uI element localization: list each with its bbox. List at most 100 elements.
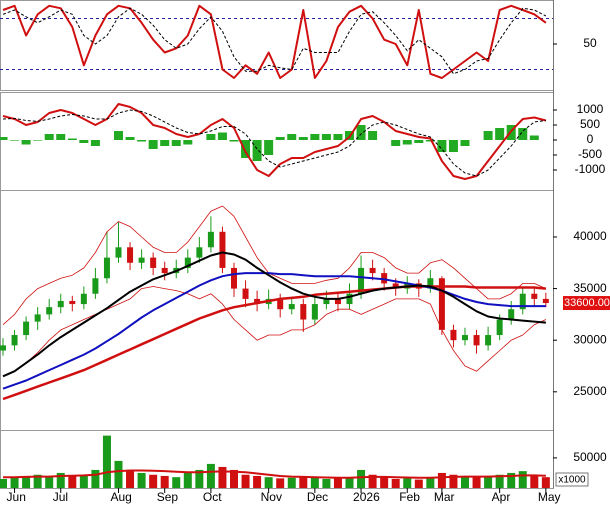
x-tick-label: Dec: [307, 490, 328, 504]
volume-bar: [449, 474, 458, 488]
x-tick-label: Mar: [434, 490, 455, 504]
volume-bar: [114, 460, 123, 488]
histogram-bar: [67, 138, 77, 140]
candle-body: [92, 278, 99, 294]
candle-body: [161, 267, 168, 274]
histogram-bar: [402, 140, 412, 145]
histogram-bar: [148, 140, 158, 149]
x-tick-label: Feb: [399, 490, 420, 504]
volume-bar: [541, 477, 550, 488]
histogram-bar: [125, 137, 135, 140]
candle-body: [369, 267, 376, 274]
y-tick-label: 40000: [573, 229, 607, 243]
y-tick-label: -1000: [575, 162, 606, 176]
histogram-bar: [448, 140, 458, 152]
line-series: [3, 469, 546, 479]
x-tick-label: Aug: [111, 490, 132, 504]
volume-bar: [368, 474, 377, 488]
histogram-bar: [10, 140, 20, 141]
y-tick-label: 35000: [573, 281, 607, 295]
candle-body: [323, 298, 330, 305]
histogram-bar: [114, 131, 123, 140]
candle-body: [231, 267, 237, 289]
candle-body: [46, 307, 53, 315]
x-tick-label: May: [538, 490, 561, 504]
histogram-bar: [529, 135, 539, 140]
volume-bar: [56, 472, 65, 488]
histogram-bar: [414, 140, 424, 143]
candle-body: [358, 267, 365, 294]
line-series: [2, 109, 546, 177]
candle-body: [11, 335, 18, 346]
volume-bar: [299, 475, 308, 488]
y-tick-label: 30000: [573, 332, 607, 346]
candle-body: [184, 257, 191, 268]
volume-bar: [218, 466, 227, 488]
volume-bar: [149, 474, 158, 488]
candle-body: [69, 300, 76, 305]
volume-bar: [22, 475, 31, 488]
x-tick-label: Nov: [261, 490, 282, 504]
volume-bar: [333, 478, 342, 488]
candle-body: [138, 257, 145, 263]
x-tick-label: Oct: [203, 490, 222, 504]
volume-bar: [414, 479, 423, 488]
histogram-bar: [206, 134, 216, 140]
volume-bar: [0, 478, 7, 488]
candle-body: [242, 288, 249, 299]
candle-body: [542, 298, 549, 304]
candle-body: [519, 293, 526, 310]
histogram-bar: [310, 134, 320, 140]
histogram-bar: [425, 140, 435, 142]
histogram-bar: [495, 128, 505, 140]
volume-bar: [507, 472, 516, 488]
volume-bar: [484, 475, 493, 488]
x-tick-label: Apr: [492, 490, 511, 504]
candle-body: [462, 335, 468, 341]
volume-bar: [68, 475, 77, 488]
y-tick-label: 25000: [573, 384, 607, 398]
candle-body: [531, 293, 538, 299]
histogram-bar: [217, 132, 227, 140]
candle-body: [485, 335, 492, 346]
candle-body: [150, 257, 157, 268]
candle-body: [80, 293, 87, 305]
candle-body: [0, 345, 6, 351]
volume-bar: [403, 478, 412, 488]
candle-body: [254, 298, 261, 305]
volume-bar: [79, 474, 88, 488]
y-tick-label: 50000: [573, 450, 607, 464]
volume-bar: [495, 474, 504, 488]
histogram-bar: [252, 140, 262, 161]
candle-body: [277, 298, 284, 310]
volume-bar: [160, 475, 169, 488]
y-tick-label: 0: [587, 132, 594, 146]
volume-bar: [206, 463, 215, 488]
candle-body: [346, 293, 353, 305]
candle-body: [392, 283, 399, 289]
volume-bar: [287, 477, 296, 488]
histogram-bar: [264, 140, 274, 155]
unit-label: x1000: [558, 475, 586, 486]
candle-body: [207, 231, 214, 248]
histogram-bar: [437, 140, 447, 152]
candle-body: [288, 304, 295, 310]
candle-body: [427, 278, 434, 289]
histogram-bar: [368, 131, 378, 140]
histogram-bar: [33, 140, 43, 141]
histogram-bar: [483, 131, 493, 140]
candle-body: [508, 309, 515, 320]
y-tick-label: 50: [583, 36, 597, 50]
y-tick-label: -500: [578, 147, 602, 161]
volume-bar: [391, 478, 400, 488]
histogram-bar: [460, 140, 470, 146]
histogram-bar: [518, 128, 528, 140]
histogram-bar: [171, 140, 181, 146]
volume-bar: [137, 472, 146, 488]
histogram-bar: [137, 140, 147, 142]
histogram-bar: [356, 125, 366, 140]
volume-bar: [33, 474, 42, 488]
histogram-bar: [298, 137, 308, 140]
histogram-bar: [333, 134, 343, 140]
volume-bar: [357, 469, 366, 488]
